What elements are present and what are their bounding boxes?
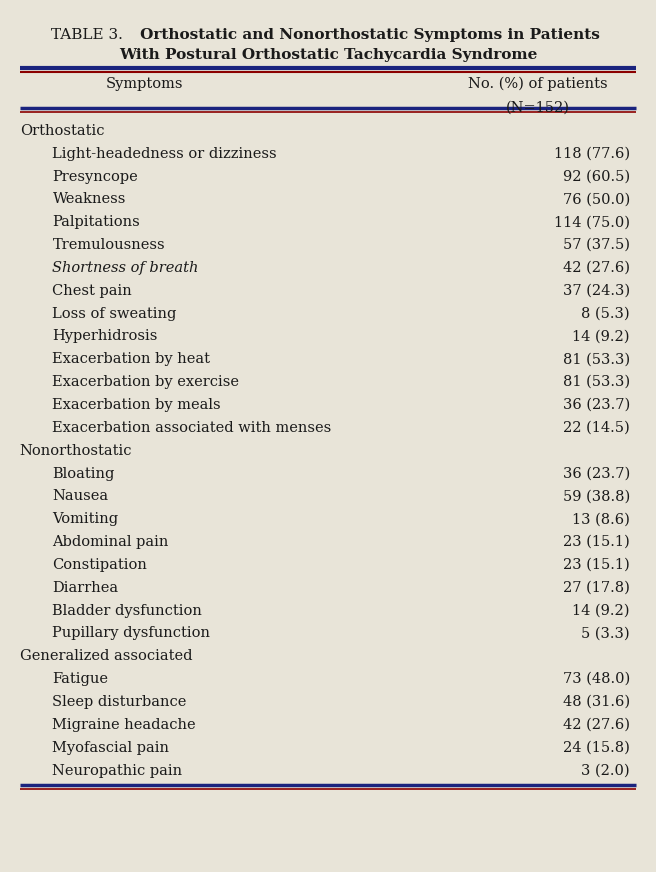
Text: 14 (9.2): 14 (9.2) <box>572 603 630 617</box>
Text: 59 (38.8): 59 (38.8) <box>562 489 630 503</box>
Text: Exacerbation by heat: Exacerbation by heat <box>52 352 211 366</box>
Text: 73 (48.0): 73 (48.0) <box>562 672 630 686</box>
Text: Nonorthostatic: Nonorthostatic <box>20 444 132 458</box>
Text: 24 (15.8): 24 (15.8) <box>563 740 630 754</box>
Text: Exacerbation by exercise: Exacerbation by exercise <box>52 375 239 389</box>
Text: 42 (27.6): 42 (27.6) <box>563 718 630 732</box>
Text: 114 (75.0): 114 (75.0) <box>554 215 630 229</box>
Text: Exacerbation by meals: Exacerbation by meals <box>52 398 221 412</box>
Text: TABLE 3. Orthostatic and Nonorthostatic Symptoms in Patients: TABLE 3. Orthostatic and Nonorthostatic … <box>56 28 600 42</box>
Text: 36 (23.7): 36 (23.7) <box>562 398 630 412</box>
Text: 8 (5.3): 8 (5.3) <box>581 307 630 321</box>
Text: Hyperhidrosis: Hyperhidrosis <box>52 330 158 344</box>
Text: Nausea: Nausea <box>52 489 109 503</box>
Text: 23 (15.1): 23 (15.1) <box>563 535 630 549</box>
Text: 48 (31.6): 48 (31.6) <box>563 695 630 709</box>
Text: Diarrhea: Diarrhea <box>52 581 119 595</box>
Text: 81 (53.3): 81 (53.3) <box>563 352 630 366</box>
Text: Shortness of breath: Shortness of breath <box>52 261 199 275</box>
Text: Light-headedness or dizziness: Light-headedness or dizziness <box>52 146 277 160</box>
Text: Exacerbation associated with menses: Exacerbation associated with menses <box>52 421 332 435</box>
Text: 27 (17.8): 27 (17.8) <box>563 581 630 595</box>
Text: 57 (37.5): 57 (37.5) <box>563 238 630 252</box>
Text: Myofascial pain: Myofascial pain <box>52 740 169 754</box>
Text: 23 (15.1): 23 (15.1) <box>563 558 630 572</box>
Text: No. (%) of patients: No. (%) of patients <box>468 77 607 92</box>
Text: 3 (2.0): 3 (2.0) <box>581 764 630 778</box>
Text: Symptoms: Symptoms <box>106 77 183 91</box>
Text: 14 (9.2): 14 (9.2) <box>572 330 630 344</box>
Text: Chest pain: Chest pain <box>52 283 133 297</box>
Text: Generalized associated: Generalized associated <box>20 650 192 664</box>
Text: Weakness: Weakness <box>52 193 126 207</box>
Text: TABLE 3.: TABLE 3. <box>51 28 134 42</box>
Text: 118 (77.6): 118 (77.6) <box>554 146 630 160</box>
Text: 42 (27.6): 42 (27.6) <box>563 261 630 275</box>
Text: Sleep disturbance: Sleep disturbance <box>52 695 187 709</box>
Text: Abdominal pain: Abdominal pain <box>52 535 169 549</box>
Text: Constipation: Constipation <box>52 558 148 572</box>
Text: Orthostatic: Orthostatic <box>20 124 104 138</box>
Text: Presyncope: Presyncope <box>52 169 138 183</box>
Text: 22 (14.5): 22 (14.5) <box>563 421 630 435</box>
Text: Loss of sweating: Loss of sweating <box>52 307 177 321</box>
Text: Neuropathic pain: Neuropathic pain <box>52 764 182 778</box>
Text: Tremulousness: Tremulousness <box>52 238 165 252</box>
Text: Bladder dysfunction: Bladder dysfunction <box>52 603 202 617</box>
Text: Migraine headache: Migraine headache <box>52 718 196 732</box>
Text: 13 (8.6): 13 (8.6) <box>572 512 630 526</box>
Text: (N=152): (N=152) <box>506 101 570 115</box>
Text: 36 (23.7): 36 (23.7) <box>562 467 630 480</box>
Text: Fatigue: Fatigue <box>52 672 108 686</box>
Text: 5 (3.3): 5 (3.3) <box>581 626 630 640</box>
Text: TABLE 3.: TABLE 3. <box>51 28 127 42</box>
Text: With Postural Orthostatic Tachycardia Syndrome: With Postural Orthostatic Tachycardia Sy… <box>119 48 537 62</box>
Text: Bloating: Bloating <box>52 467 115 480</box>
Text: 76 (50.0): 76 (50.0) <box>562 193 630 207</box>
Text: 81 (53.3): 81 (53.3) <box>563 375 630 389</box>
Text: 92 (60.5): 92 (60.5) <box>563 169 630 183</box>
Text: Pupillary dysfunction: Pupillary dysfunction <box>52 626 211 640</box>
Text: 37 (24.3): 37 (24.3) <box>563 283 630 297</box>
Text: Palpitations: Palpitations <box>52 215 140 229</box>
Text: Vomiting: Vomiting <box>52 512 119 526</box>
